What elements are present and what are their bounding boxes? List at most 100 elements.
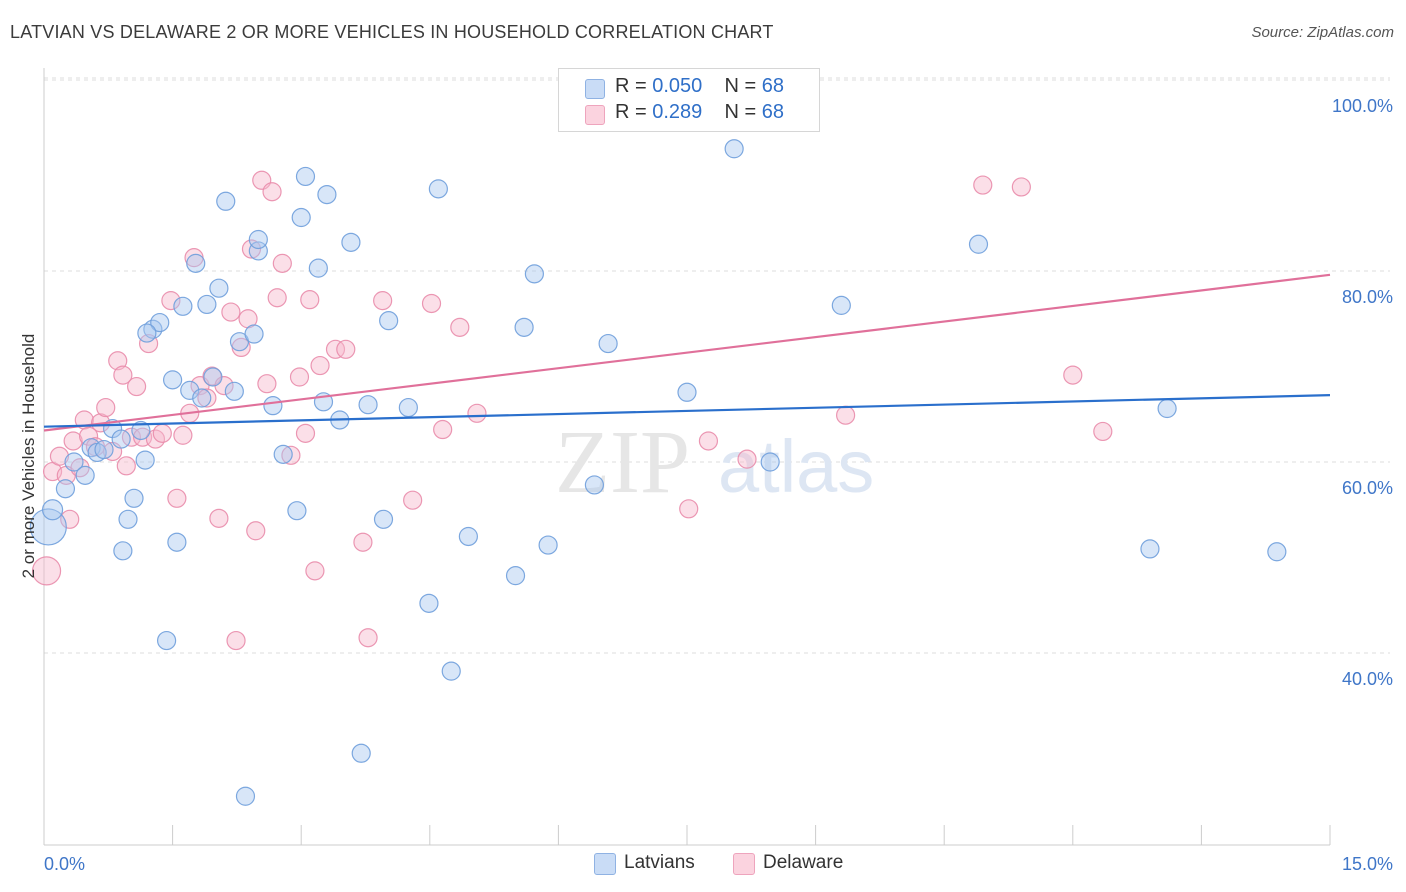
latvians-swatch	[585, 79, 605, 99]
latvians-point	[428, 179, 448, 199]
latvians-point	[1140, 539, 1160, 559]
latvians-point	[186, 253, 206, 273]
latvians-point	[248, 229, 268, 250]
latvians-n-value: 68	[761, 75, 785, 97]
latvians-point	[113, 541, 133, 561]
latvians-point	[441, 661, 461, 681]
latvians-point	[351, 743, 371, 763]
latvians-point	[135, 450, 155, 470]
axis-labels: 40.0% 60.0% 80.0% 100.0% 0.0% 15.0%	[44, 96, 1393, 874]
latvians-point	[64, 452, 84, 472]
latvians-point	[111, 429, 131, 449]
latvians-r-label: R =	[615, 75, 647, 97]
delaware-point	[281, 445, 301, 465]
latvians-point	[291, 207, 311, 228]
delaware-point	[433, 419, 453, 440]
delaware-point	[403, 490, 423, 510]
latvians-point	[192, 388, 212, 408]
latvians-point	[831, 295, 851, 315]
delaware-point	[267, 288, 287, 308]
delaware-point	[96, 397, 116, 418]
latvians-n-label: N =	[724, 75, 757, 97]
bottom-latvians-swatch	[594, 853, 616, 875]
delaware-point	[113, 365, 133, 385]
delaware-point	[209, 508, 229, 528]
delaware-point	[450, 317, 470, 337]
delaware-point	[836, 405, 856, 425]
delaware-point	[310, 355, 330, 376]
latvians-point	[1157, 398, 1177, 419]
latvians-point	[203, 367, 223, 387]
latvians-point	[94, 439, 114, 460]
delaware-point	[358, 628, 378, 648]
delaware-point	[679, 499, 699, 519]
delaware-point	[325, 339, 346, 359]
latvians-point	[167, 532, 187, 552]
latvians-point	[55, 479, 76, 499]
latvians-point	[224, 381, 244, 401]
latvians-point	[118, 509, 138, 529]
delaware-point	[421, 293, 442, 314]
latvians-point	[263, 396, 283, 416]
latvians-point	[163, 370, 183, 390]
delaware-point	[737, 449, 757, 469]
latvians-point	[1267, 542, 1287, 562]
delaware-point	[241, 239, 262, 259]
delaware-point	[698, 431, 719, 451]
latvians-point	[248, 241, 268, 261]
latvians-point	[150, 312, 170, 333]
source-credit: Source: ZipAtlas.com	[1251, 24, 1394, 41]
latvians-point	[724, 139, 744, 159]
y-tick-label: 100.0%	[1332, 96, 1393, 116]
chart-title: LATVIAN VS DELAWARE 2 OR MORE VEHICLES I…	[10, 22, 774, 42]
delaware-point	[60, 509, 80, 529]
latvians-point	[505, 566, 526, 586]
watermark-zip: ZIP	[555, 413, 690, 512]
delaware-point	[295, 423, 316, 443]
latvians-point	[197, 294, 217, 315]
latvians-point	[317, 185, 337, 205]
delaware-point	[63, 431, 83, 451]
delaware-point	[257, 374, 277, 394]
latvians-point	[75, 465, 95, 485]
delaware-point	[167, 488, 187, 508]
stats-legend: R = 0.050 N = 68 R = 0.289 N = 68	[558, 68, 820, 132]
delaware-point	[973, 175, 993, 195]
latvians-point	[584, 475, 605, 495]
delaware-point	[1063, 365, 1083, 385]
delaware-point	[373, 291, 393, 311]
delaware-n-value: 68	[761, 101, 785, 123]
delaware-r-value: 0.289	[652, 101, 703, 123]
delaware-point	[108, 351, 128, 371]
watermark: ZIP atlas	[555, 413, 874, 512]
latvians-point	[180, 380, 200, 400]
latvians-point	[677, 382, 697, 402]
delaware-point	[300, 290, 320, 310]
latvians-point	[216, 191, 236, 211]
latvians-point	[209, 278, 229, 298]
delaware-point	[31, 556, 62, 586]
delaware-trend-line	[43, 273, 1331, 432]
delaware-point	[305, 561, 325, 581]
latvians-trend-line	[43, 394, 1331, 428]
latvians-r-value: 0.050	[652, 75, 703, 97]
bottom-delaware-swatch	[733, 853, 755, 875]
latvians-point	[379, 311, 399, 331]
latvians-point	[524, 264, 544, 284]
delaware-point	[116, 456, 136, 476]
latvians-point	[968, 234, 989, 254]
trend-lines	[43, 273, 1331, 432]
delaware-point	[152, 423, 172, 443]
latvians-point	[760, 452, 780, 472]
latvians-point	[295, 166, 316, 187]
delaware-n-label: N =	[724, 101, 757, 123]
delaware-point	[272, 253, 292, 273]
y-tick-label: 40.0%	[1342, 669, 1393, 689]
delaware-point	[197, 388, 217, 408]
delaware-point	[161, 291, 181, 311]
delaware-point	[173, 425, 193, 445]
delaware-point	[221, 302, 241, 322]
latvians-point	[124, 488, 144, 508]
latvians-point	[419, 593, 439, 613]
